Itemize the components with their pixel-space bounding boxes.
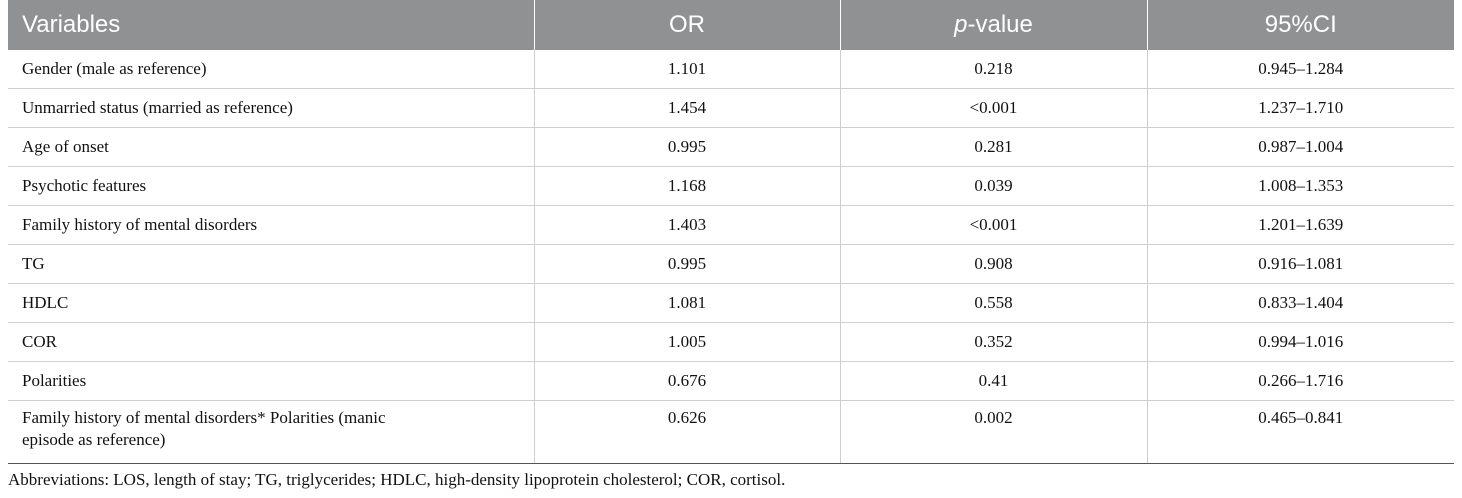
table-row: Age of onset 0.995 0.281 0.987–1.004 — [8, 127, 1454, 167]
cell-or: 0.995 — [534, 244, 841, 284]
cell-ci: 0.987–1.004 — [1147, 127, 1454, 167]
cell-p-value: 0.908 — [840, 244, 1148, 284]
cell-ci: 1.237–1.710 — [1147, 88, 1454, 128]
cell-or: 0.676 — [534, 361, 841, 401]
table-row: Unmarried status (married as reference) … — [8, 88, 1454, 128]
table-row: TG 0.995 0.908 0.916–1.081 — [8, 244, 1454, 284]
header-or: OR — [534, 0, 841, 50]
cell-variable-line1: Family history of mental disorders* Pola… — [22, 408, 386, 427]
cell-p-value: <0.001 — [840, 205, 1148, 245]
cell-p-value: 0.218 — [840, 50, 1148, 89]
cell-variable-line2: episode as reference) — [22, 430, 166, 449]
table-row: HDLC 1.081 0.558 0.833–1.404 — [8, 283, 1454, 323]
table-row: COR 1.005 0.352 0.994–1.016 — [8, 322, 1454, 362]
cell-or: 1.101 — [534, 50, 841, 89]
cell-ci: 0.266–1.716 — [1147, 361, 1454, 401]
header-ci: 95%CI — [1147, 0, 1454, 50]
cell-variable: COR — [8, 322, 535, 362]
header-variables: Variables — [8, 0, 535, 50]
cell-ci: 0.916–1.081 — [1147, 244, 1454, 284]
cell-variable: Family history of mental disorders* Pola… — [8, 400, 535, 464]
cell-variable: Gender (male as reference) — [8, 50, 535, 89]
results-table-container: Variables OR p-value 95%CI Gender (male … — [8, 0, 1454, 464]
cell-ci: 1.201–1.639 — [1147, 205, 1454, 245]
cell-p-value: 0.41 — [840, 361, 1148, 401]
cell-ci: 0.945–1.284 — [1147, 50, 1454, 89]
header-p-suffix: -value — [967, 11, 1033, 38]
cell-p-value: 0.558 — [840, 283, 1148, 323]
cell-variable: Polarities — [8, 361, 535, 401]
cell-or: 1.005 — [534, 322, 841, 362]
cell-ci: 0.833–1.404 — [1147, 283, 1454, 323]
table-row: Family history of mental disorders 1.403… — [8, 205, 1454, 245]
cell-variable: Psychotic features — [8, 166, 535, 206]
cell-variable: HDLC — [8, 283, 535, 323]
table-header-row: Variables OR p-value 95%CI — [8, 0, 1454, 50]
results-table: Variables OR p-value 95%CI Gender (male … — [8, 0, 1454, 464]
cell-or: 1.403 — [534, 205, 841, 245]
cell-or: 0.626 — [534, 400, 841, 464]
cell-or: 1.168 — [534, 166, 841, 206]
cell-p-value: <0.001 — [840, 88, 1148, 128]
cell-p-value: 0.281 — [840, 127, 1148, 167]
table-row: Psychotic features 1.168 0.039 1.008–1.3… — [8, 166, 1454, 206]
cell-ci: 1.008–1.353 — [1147, 166, 1454, 206]
cell-variable: Unmarried status (married as reference) — [8, 88, 535, 128]
cell-variable: Family history of mental disorders — [8, 205, 535, 245]
cell-variable: TG — [8, 244, 535, 284]
cell-ci: 0.994–1.016 — [1147, 322, 1454, 362]
cell-or: 1.081 — [534, 283, 841, 323]
header-p-value: p-value — [840, 0, 1148, 50]
cell-p-value: 0.002 — [840, 400, 1148, 464]
cell-p-value: 0.039 — [840, 166, 1148, 206]
cell-p-value: 0.352 — [840, 322, 1148, 362]
table-row: Family history of mental disorders* Pola… — [8, 400, 1454, 464]
header-p-prefix: p — [954, 11, 968, 38]
table-footnote: Abbreviations: LOS, length of stay; TG, … — [8, 470, 786, 489]
cell-or: 0.995 — [534, 127, 841, 167]
table-row: Gender (male as reference) 1.101 0.218 0… — [8, 50, 1454, 89]
cell-or: 1.454 — [534, 88, 841, 128]
cell-variable: Age of onset — [8, 127, 535, 167]
cell-ci: 0.465–0.841 — [1147, 400, 1454, 464]
table-row: Polarities 0.676 0.41 0.266–1.716 — [8, 361, 1454, 401]
